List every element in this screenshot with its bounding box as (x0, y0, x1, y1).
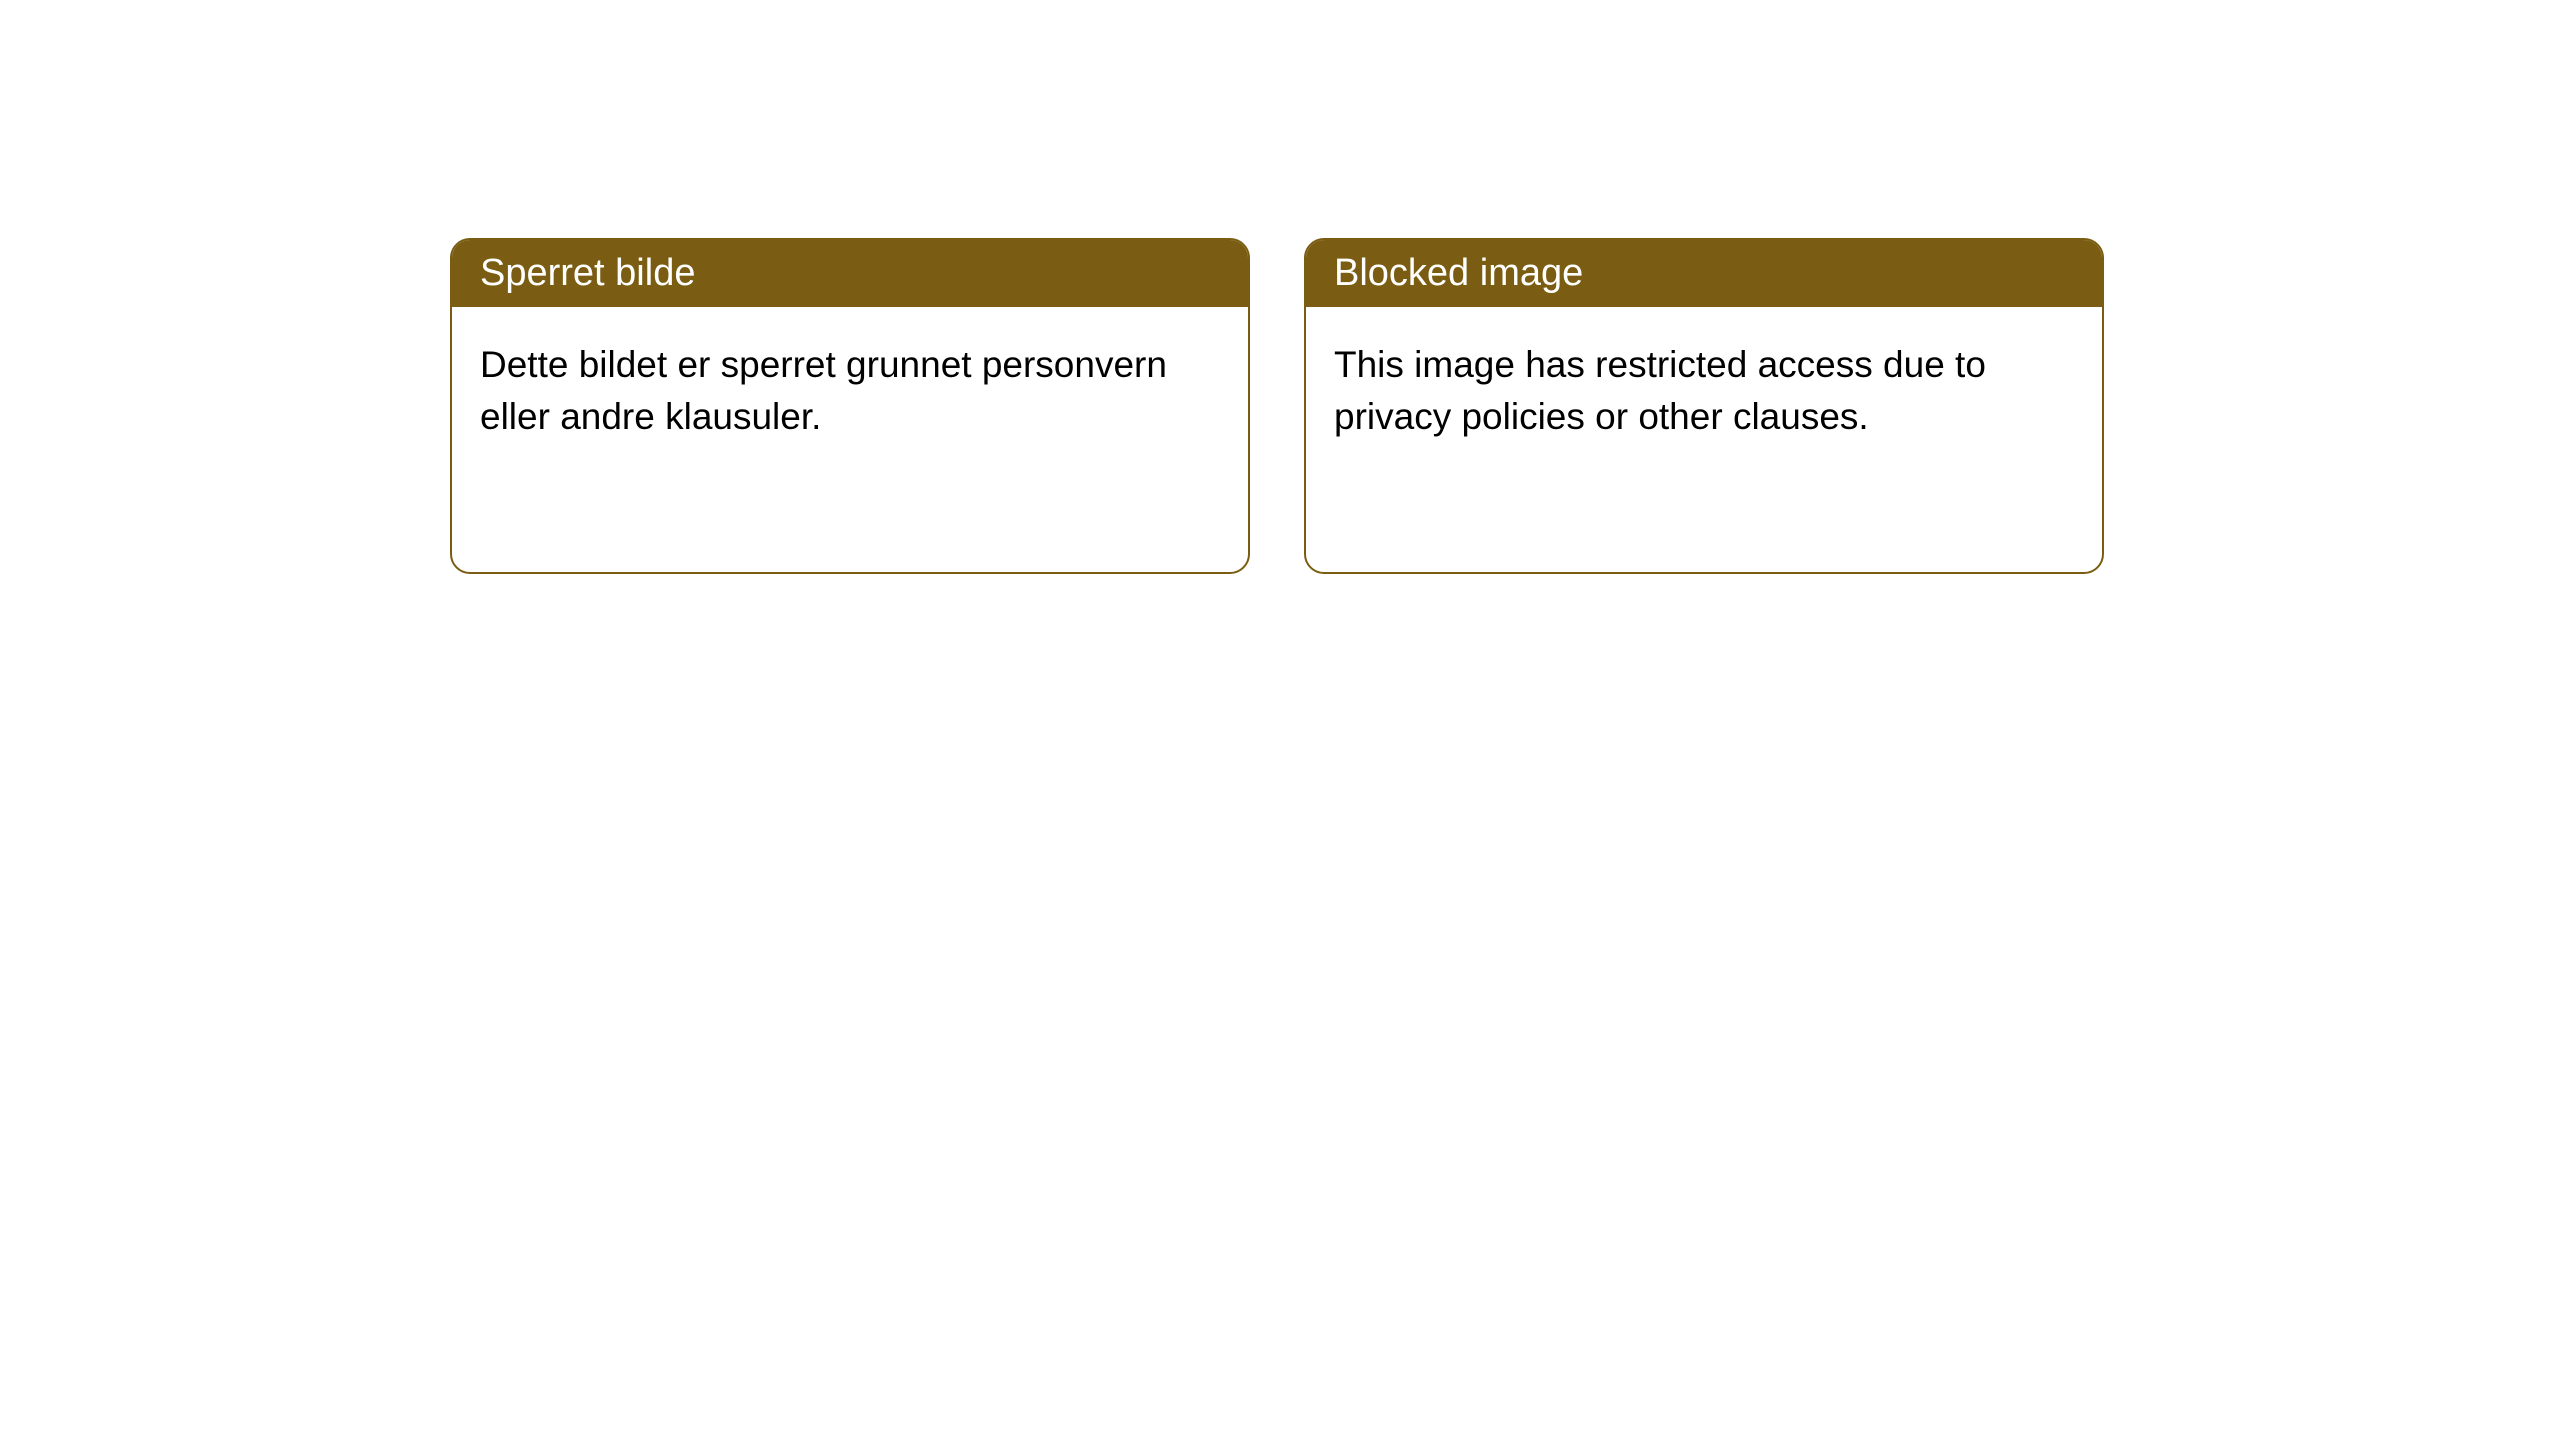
card-body-norwegian: Dette bildet er sperret grunnet personve… (452, 307, 1248, 475)
notice-cards-container: Sperret bilde Dette bildet er sperret gr… (0, 0, 2560, 574)
card-header-english: Blocked image (1306, 240, 2102, 307)
notice-card-english: Blocked image This image has restricted … (1304, 238, 2104, 574)
notice-card-norwegian: Sperret bilde Dette bildet er sperret gr… (450, 238, 1250, 574)
card-body-english: This image has restricted access due to … (1306, 307, 2102, 475)
card-header-norwegian: Sperret bilde (452, 240, 1248, 307)
